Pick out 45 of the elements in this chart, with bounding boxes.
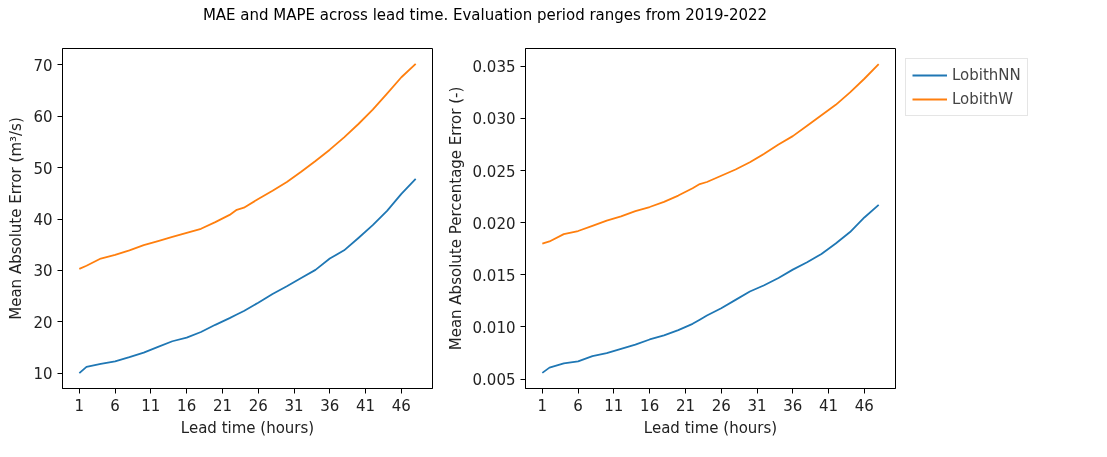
x-tick-label: 6	[110, 396, 120, 415]
y-axis-title: Mean Absolute Error (m³/s)	[7, 117, 26, 320]
x-tick-label: 21	[675, 396, 695, 415]
x-tick-label: 11	[604, 396, 624, 415]
x-tick-label: 41	[356, 396, 376, 415]
line-series	[541, 63, 880, 245]
x-axis-title: Lead time (hours)	[180, 418, 315, 437]
x-tick-label: 31	[284, 396, 304, 415]
y-tick-label: 20	[33, 313, 53, 332]
legend-label: LobithNN	[952, 66, 1021, 84]
y-tick-label: 0.005	[472, 371, 516, 390]
x-axis-title: Lead time (hours)	[643, 418, 778, 437]
x-tick-label: 16	[177, 396, 197, 415]
y-tick-label: 0.015	[472, 266, 516, 285]
x-tick-label: 26	[711, 396, 731, 415]
x-tick-label: 36	[783, 396, 803, 415]
y-tick-label: 50	[33, 159, 53, 178]
x-tick-label: 46	[854, 396, 874, 415]
x-tick-label: 46	[391, 396, 411, 415]
y-tick-label: 30	[33, 262, 53, 281]
y-tick-label: 0.025	[472, 162, 516, 181]
y-axis-title: Mean Absolute Percentage Error (-)	[446, 86, 465, 351]
x-tick-label: 21	[212, 396, 232, 415]
line-series	[78, 63, 417, 270]
y-tick-label: 40	[33, 211, 53, 230]
y-tick-label: 60	[33, 108, 53, 127]
x-tick-label: 1	[537, 396, 548, 415]
text: MAE and MAPE across lead time. Evaluation period ranges from 2019-2022	[202, 5, 768, 26]
line-series	[78, 178, 417, 374]
y-tick-label: 70	[33, 56, 53, 75]
line-series	[541, 204, 880, 374]
x-tick-label: 36	[320, 396, 340, 415]
x-tick-label: 16	[640, 396, 660, 415]
y-tick-label: 10	[33, 365, 53, 384]
x-tick-label: 11	[141, 396, 161, 415]
y-tick-label: 0.030	[472, 110, 516, 129]
x-tick-label: 26	[248, 396, 268, 415]
legend-label: LobithW	[952, 90, 1014, 108]
x-tick-label: 6	[573, 396, 583, 415]
x-tick-label: 31	[747, 396, 767, 415]
y-tick-label: 0.035	[472, 58, 516, 77]
x-tick-label: 1	[74, 396, 85, 415]
y-tick-label: 0.020	[472, 214, 516, 233]
x-tick-label: 41	[819, 396, 839, 415]
y-tick-label: 0.010	[472, 318, 516, 337]
